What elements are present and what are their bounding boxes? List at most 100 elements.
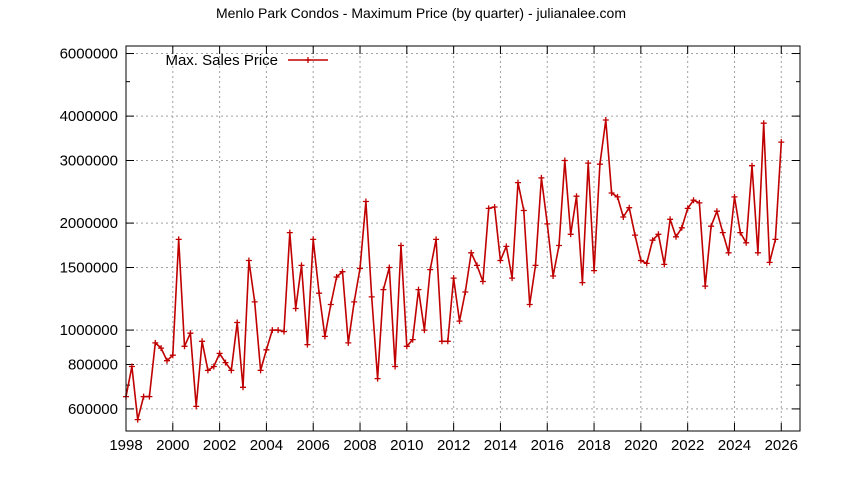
data-point bbox=[158, 345, 165, 352]
data-point bbox=[281, 328, 287, 335]
data-point bbox=[228, 367, 235, 374]
x-tick-label: 1998 bbox=[109, 437, 142, 454]
data-point bbox=[614, 193, 621, 200]
data-point bbox=[134, 416, 141, 423]
data-point bbox=[737, 229, 744, 236]
data-point bbox=[661, 261, 668, 268]
data-point bbox=[444, 338, 451, 345]
data-point bbox=[193, 403, 200, 410]
data-point bbox=[374, 375, 381, 382]
data-point bbox=[421, 327, 428, 334]
y-tick-label: 600000 bbox=[68, 401, 118, 418]
data-point bbox=[731, 193, 738, 200]
data-point bbox=[146, 393, 153, 400]
data-point bbox=[304, 341, 311, 348]
y-tick-label: 1000000 bbox=[60, 322, 118, 339]
data-point bbox=[245, 257, 252, 264]
data-point bbox=[398, 242, 404, 249]
x-axis-ticks: 1998 2000 2002 2004 2006 2008 2010 2012 2014 2016… bbox=[109, 46, 798, 454]
legend-marker bbox=[305, 57, 311, 63]
series-line bbox=[125, 119, 783, 421]
data-point bbox=[474, 262, 480, 269]
data-point bbox=[438, 338, 445, 345]
data-point bbox=[362, 198, 369, 205]
x-tick-label: 2010 bbox=[390, 437, 423, 454]
data-point bbox=[386, 264, 393, 271]
data-point bbox=[497, 257, 504, 264]
data-point bbox=[462, 289, 469, 295]
data-point bbox=[713, 208, 720, 215]
data-point bbox=[321, 333, 328, 340]
data-point bbox=[222, 359, 229, 366]
x-tick-label: 2020 bbox=[624, 437, 657, 454]
data-point bbox=[573, 193, 580, 200]
data-point bbox=[585, 160, 592, 167]
data-point bbox=[128, 363, 135, 370]
data-point bbox=[204, 367, 211, 374]
data-point bbox=[596, 161, 603, 168]
chart-title: Menlo Park Condos - Maximum Price (by qu… bbox=[216, 5, 626, 21]
data-point bbox=[556, 242, 562, 249]
data-point bbox=[620, 214, 627, 220]
data-point bbox=[754, 249, 761, 256]
data-point bbox=[567, 231, 574, 238]
data-point bbox=[152, 339, 159, 346]
data-point bbox=[649, 237, 656, 244]
data-point bbox=[468, 249, 475, 256]
x-tick-label: 2026 bbox=[765, 437, 798, 454]
data-point bbox=[479, 278, 486, 285]
data-point bbox=[544, 220, 551, 227]
data-point bbox=[538, 174, 545, 181]
data-point bbox=[632, 232, 638, 239]
x-tick-label: 2008 bbox=[343, 437, 376, 454]
x-tick-label: 2024 bbox=[718, 437, 751, 454]
data-point bbox=[339, 268, 346, 275]
data-point bbox=[485, 205, 492, 212]
data-point bbox=[251, 298, 258, 305]
data-point bbox=[187, 330, 194, 337]
data-point bbox=[240, 384, 246, 391]
data-point bbox=[684, 205, 691, 212]
data-point bbox=[380, 286, 387, 293]
data-point bbox=[263, 346, 270, 353]
data-point bbox=[602, 117, 609, 123]
data-point bbox=[678, 224, 685, 231]
y-tick-label: 4000000 bbox=[60, 108, 118, 125]
data-point bbox=[316, 290, 323, 297]
data-point bbox=[725, 249, 732, 256]
data-point bbox=[181, 343, 188, 350]
data-point bbox=[532, 262, 539, 269]
data-point bbox=[696, 199, 703, 206]
data-point bbox=[749, 162, 755, 169]
data-point bbox=[275, 327, 282, 334]
plot-frame bbox=[125, 45, 801, 432]
x-tick-label: 2022 bbox=[671, 437, 704, 454]
data-point bbox=[526, 301, 533, 308]
data-point bbox=[760, 120, 767, 127]
data-point bbox=[257, 367, 264, 374]
data-point bbox=[456, 318, 463, 325]
x-tick-label: 2016 bbox=[531, 437, 564, 454]
data-point bbox=[743, 239, 750, 246]
data-point bbox=[199, 338, 206, 345]
data-point bbox=[409, 336, 416, 343]
data-point bbox=[351, 298, 358, 305]
data-point bbox=[673, 233, 679, 240]
data-point bbox=[591, 267, 598, 274]
grid bbox=[125, 46, 800, 431]
data-point bbox=[327, 301, 334, 308]
data-point bbox=[269, 327, 276, 334]
data-point bbox=[433, 236, 440, 243]
data-point bbox=[643, 260, 650, 267]
data-point bbox=[298, 262, 305, 269]
data-point bbox=[719, 229, 726, 236]
data-point bbox=[667, 216, 674, 223]
data-point bbox=[140, 393, 147, 400]
x-tick-label: 2002 bbox=[203, 437, 236, 454]
data-point bbox=[608, 190, 615, 196]
series bbox=[123, 117, 785, 423]
data-point bbox=[169, 352, 176, 359]
legend: Max. Sales Price bbox=[165, 52, 328, 69]
data-point bbox=[579, 279, 586, 286]
